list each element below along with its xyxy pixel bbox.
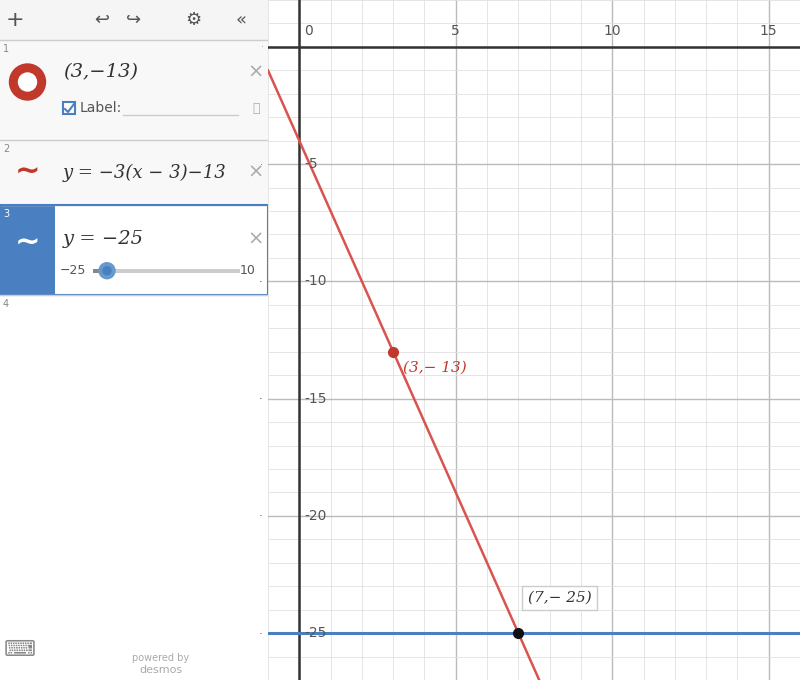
Bar <box>0 205 55 295</box>
Bar <box>0 40 268 140</box>
Circle shape <box>18 73 37 91</box>
Text: 2: 2 <box>3 144 10 154</box>
Text: 4: 4 <box>3 299 9 309</box>
Text: y = −3(x − 3)−13: y = −3(x − 3)−13 <box>63 163 226 182</box>
Text: 3: 3 <box>3 209 9 219</box>
Text: Label:: Label: <box>80 101 122 115</box>
Circle shape <box>10 64 46 100</box>
Text: 10: 10 <box>603 24 621 37</box>
Text: ∼: ∼ <box>14 228 40 257</box>
Text: ↪: ↪ <box>126 11 142 29</box>
Text: (3,−13): (3,−13) <box>63 63 138 81</box>
Text: ∼: ∼ <box>14 158 40 187</box>
Text: powered by: powered by <box>132 653 190 663</box>
Text: -20: -20 <box>304 509 326 523</box>
Text: ×: × <box>248 230 264 249</box>
Text: 15: 15 <box>760 24 778 37</box>
Bar <box>0 205 268 295</box>
Circle shape <box>103 267 111 275</box>
Text: +: + <box>6 10 24 30</box>
Text: ⌨: ⌨ <box>4 640 36 660</box>
Bar <box>0 0 268 40</box>
Bar <box>93 269 107 273</box>
Bar <box>0 140 268 205</box>
Text: ×: × <box>248 63 264 82</box>
Text: ⚙: ⚙ <box>185 11 201 29</box>
Text: 🔧: 🔧 <box>252 101 260 114</box>
Text: -10: -10 <box>304 274 326 288</box>
Text: ×: × <box>248 163 264 182</box>
Text: 0: 0 <box>304 24 313 37</box>
Bar <box>63 102 75 114</box>
Text: 5: 5 <box>451 24 460 37</box>
Text: -5: -5 <box>304 157 318 171</box>
Bar <box>93 269 240 273</box>
Text: (3,− 13): (3,− 13) <box>402 361 466 375</box>
Bar <box>55 205 268 295</box>
Text: «: « <box>236 11 246 29</box>
Text: (7,− 25): (7,− 25) <box>528 591 591 605</box>
Text: 10: 10 <box>240 265 256 277</box>
Text: ↩: ↩ <box>94 11 110 29</box>
Text: -15: -15 <box>304 392 326 406</box>
Text: desmos: desmos <box>139 665 182 675</box>
Text: −25: −25 <box>60 265 86 277</box>
Text: -25: -25 <box>304 626 326 640</box>
Text: y = −25: y = −25 <box>63 231 144 248</box>
Text: 1: 1 <box>3 44 9 54</box>
Circle shape <box>99 262 115 279</box>
